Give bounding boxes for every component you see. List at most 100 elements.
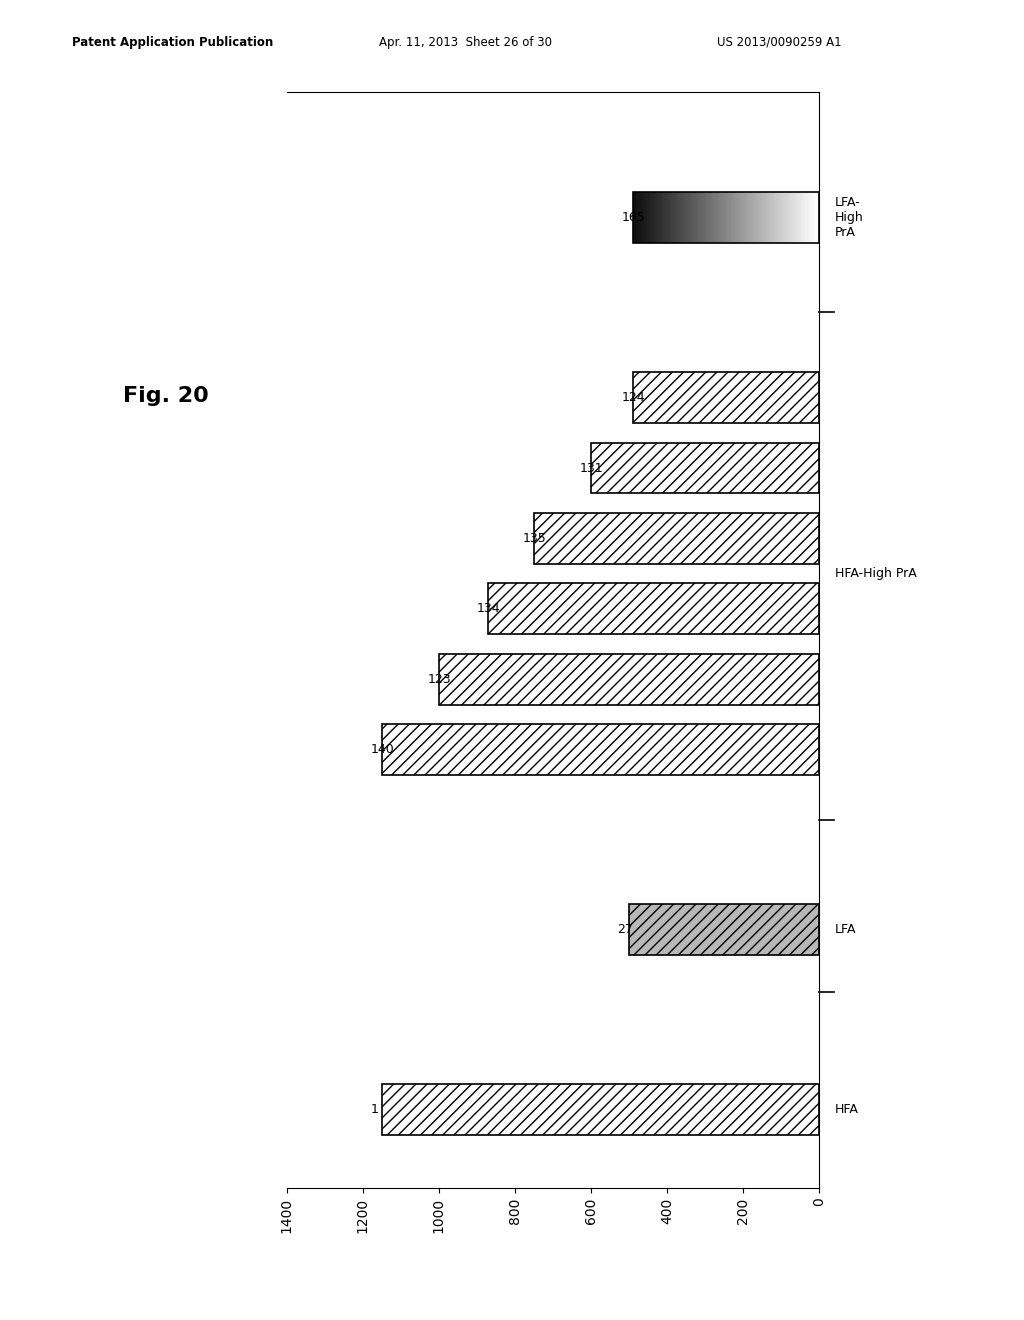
Bar [719,193,721,243]
Bar [750,193,752,243]
Bar [649,193,651,243]
Bar [664,193,666,243]
Bar [677,193,680,243]
Bar [698,193,700,243]
Bar [680,193,682,243]
Bar [635,193,638,243]
Bar [666,193,668,243]
Bar [656,193,658,243]
Bar [710,193,712,243]
Bar [744,193,746,243]
Bar [761,193,763,243]
Text: Apr. 11, 2013  Sheet 26 of 30: Apr. 11, 2013 Sheet 26 of 30 [379,36,552,49]
Text: LFA: LFA [836,923,857,936]
Bar [695,193,698,243]
Bar [724,193,726,243]
Bar [782,193,784,243]
Bar [668,193,670,243]
Text: 165: 165 [622,211,645,224]
Bar [686,193,689,243]
Bar [708,193,710,243]
Text: HFA: HFA [836,1104,859,1117]
Bar [682,193,684,243]
Bar [733,193,735,243]
Bar [817,193,819,243]
Bar [763,193,766,243]
Bar [737,193,740,243]
Bar [775,193,777,243]
Bar [691,193,693,243]
Bar [702,193,706,243]
Bar [439,653,819,705]
Bar [788,193,792,243]
Bar [735,193,737,243]
Bar [805,193,808,243]
Bar [742,193,744,243]
Text: 123: 123 [427,673,451,686]
Bar [768,193,770,243]
Bar [653,193,656,243]
Bar [534,513,819,564]
Bar [731,193,733,243]
Bar [647,193,649,243]
Bar [638,193,640,243]
Bar [488,583,819,635]
Text: LFA-
High
PrA: LFA- High PrA [836,197,864,239]
Bar [633,193,635,243]
Bar [752,193,754,243]
Bar [670,193,673,243]
Bar [715,193,717,243]
Bar [640,193,642,243]
Bar [693,193,695,243]
Bar [792,193,794,243]
Text: 140: 140 [371,743,394,756]
Bar [799,193,801,243]
Bar [759,193,761,243]
Text: 135: 135 [522,532,546,545]
Bar [633,193,819,243]
Bar [786,193,788,243]
Bar [717,193,719,243]
Bar [660,193,664,243]
Text: 134: 134 [477,602,501,615]
Bar [633,372,819,422]
Bar [796,193,799,243]
Bar [684,193,686,243]
Text: 124: 124 [622,391,645,404]
Bar [740,193,742,243]
Bar [773,193,775,243]
Bar [689,193,691,243]
Bar [808,193,810,243]
Bar [794,193,796,243]
Bar [757,193,759,243]
Bar [801,193,803,243]
Bar [712,193,715,243]
Text: 1: 1 [371,1104,378,1117]
Bar [784,193,786,243]
Bar [591,442,819,494]
Bar [644,193,647,243]
Text: US 2013/0090259 A1: US 2013/0090259 A1 [717,36,842,49]
Bar [746,193,750,243]
Bar [658,193,660,243]
Bar [754,193,757,243]
Bar [642,193,644,243]
Text: 27: 27 [617,923,634,936]
Bar [812,193,814,243]
Bar [382,1084,819,1135]
Bar [779,193,782,243]
Bar [629,904,819,956]
Bar [810,193,812,243]
Bar [673,193,675,243]
Bar [766,193,768,243]
Bar [726,193,728,243]
Bar [728,193,731,243]
Bar [382,725,819,775]
Bar [675,193,677,243]
Text: Patent Application Publication: Patent Application Publication [72,36,273,49]
Bar [700,193,702,243]
Bar [803,193,805,243]
Text: 131: 131 [580,462,603,474]
Bar [770,193,773,243]
Bar [651,193,653,243]
